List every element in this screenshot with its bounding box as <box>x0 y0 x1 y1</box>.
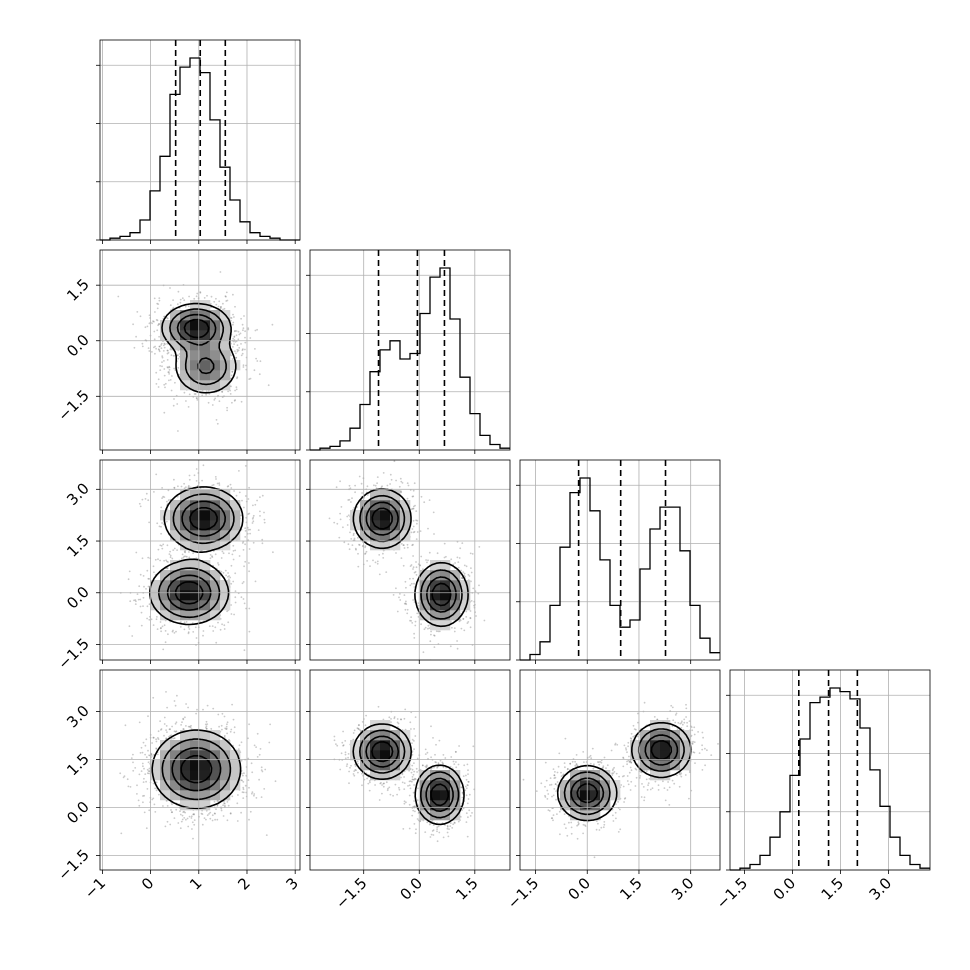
contour-level <box>171 747 222 792</box>
x-tick-label: −1.5 <box>504 874 542 912</box>
panel-frame <box>309 459 511 661</box>
panel-frame <box>519 459 721 661</box>
x-tick-label: −1.5 <box>713 874 751 912</box>
panel-frame <box>99 39 301 241</box>
x-tick-label: 1.5 <box>452 874 482 904</box>
contour-level <box>556 721 692 822</box>
contour-level <box>161 738 232 801</box>
y-tick-label: 1.5 <box>63 275 93 305</box>
x-tick-label: 3.0 <box>668 874 698 904</box>
panel-frame <box>309 669 511 871</box>
x-tick-label: 0 <box>138 874 157 893</box>
y-tick-label: −1.5 <box>54 635 92 673</box>
contour-level <box>158 493 235 619</box>
contour-level <box>183 318 210 339</box>
x-tick-label: 3 <box>283 874 302 893</box>
histogram-line <box>100 57 300 241</box>
x-tick-label: 3.0 <box>866 874 896 904</box>
contour-level <box>371 741 449 807</box>
y-tick-label: 3.0 <box>63 479 93 509</box>
panel-frame <box>99 669 301 871</box>
x-tick-label: −1 <box>81 874 109 902</box>
x-tick-label: 0.0 <box>770 874 800 904</box>
contour-level <box>365 501 457 613</box>
contour-level <box>174 506 218 605</box>
x-tick-label: 1.5 <box>818 874 848 904</box>
histogram-line <box>310 267 510 451</box>
pair-panel-3-0: −1.5 0.0 1.5 3.0 −1 0 1 2 3 <box>54 669 302 902</box>
y-tick-label: 1.5 <box>63 750 93 780</box>
y-tick-label: −1.5 <box>54 846 92 884</box>
panel-frame <box>99 459 301 661</box>
contour-level <box>169 308 227 386</box>
y-tick-label: 0.0 <box>63 331 93 361</box>
contour-level <box>149 486 244 626</box>
x-tick-label: 0.0 <box>564 874 594 904</box>
x-tick-label: 0.0 <box>396 874 426 904</box>
y-tick-label: 3.0 <box>63 702 93 732</box>
panel-frame <box>309 249 511 451</box>
panel-frame <box>519 669 721 871</box>
hist-panel-1 <box>306 249 511 454</box>
x-tick-label: −1.5 <box>332 874 370 912</box>
histogram-line <box>730 687 930 871</box>
panel-frame <box>729 669 931 871</box>
y-tick-label: 0.0 <box>63 583 93 613</box>
contour-level <box>176 313 217 375</box>
contour-level <box>180 754 213 784</box>
hist-panel-2 <box>516 459 721 664</box>
pair-panel-2-0: −1.5 0.0 1.5 3.0 <box>54 459 301 673</box>
contour-level <box>365 735 454 812</box>
pair-panel-3-1: −1.5 0.0 1.5 <box>306 669 511 913</box>
pair-panel-3-2: −1.5 0.0 1.5 3.0 <box>504 669 721 913</box>
y-tick-label: 1.5 <box>63 531 93 561</box>
pair-panel-1-0: −1.5 0.0 1.5 <box>54 249 301 454</box>
x-tick-label: 1 <box>186 874 205 893</box>
panel-frame <box>99 249 301 451</box>
contour-level <box>371 507 452 607</box>
hist-panel-3: −1.5 0.0 1.5 3.0 <box>713 669 931 913</box>
contour-level <box>352 723 465 826</box>
hist-panel-0 <box>96 39 301 244</box>
pair-panel-2-1 <box>306 459 511 664</box>
y-tick-label: 0.0 <box>63 798 93 828</box>
contour-level <box>570 734 679 809</box>
contour-level <box>359 729 460 819</box>
x-tick-label: 1.5 <box>616 874 646 904</box>
x-tick-label: 2 <box>234 874 253 893</box>
contour-level <box>151 729 242 810</box>
contour-level <box>161 302 237 394</box>
y-tick-label: −1.5 <box>54 386 92 424</box>
